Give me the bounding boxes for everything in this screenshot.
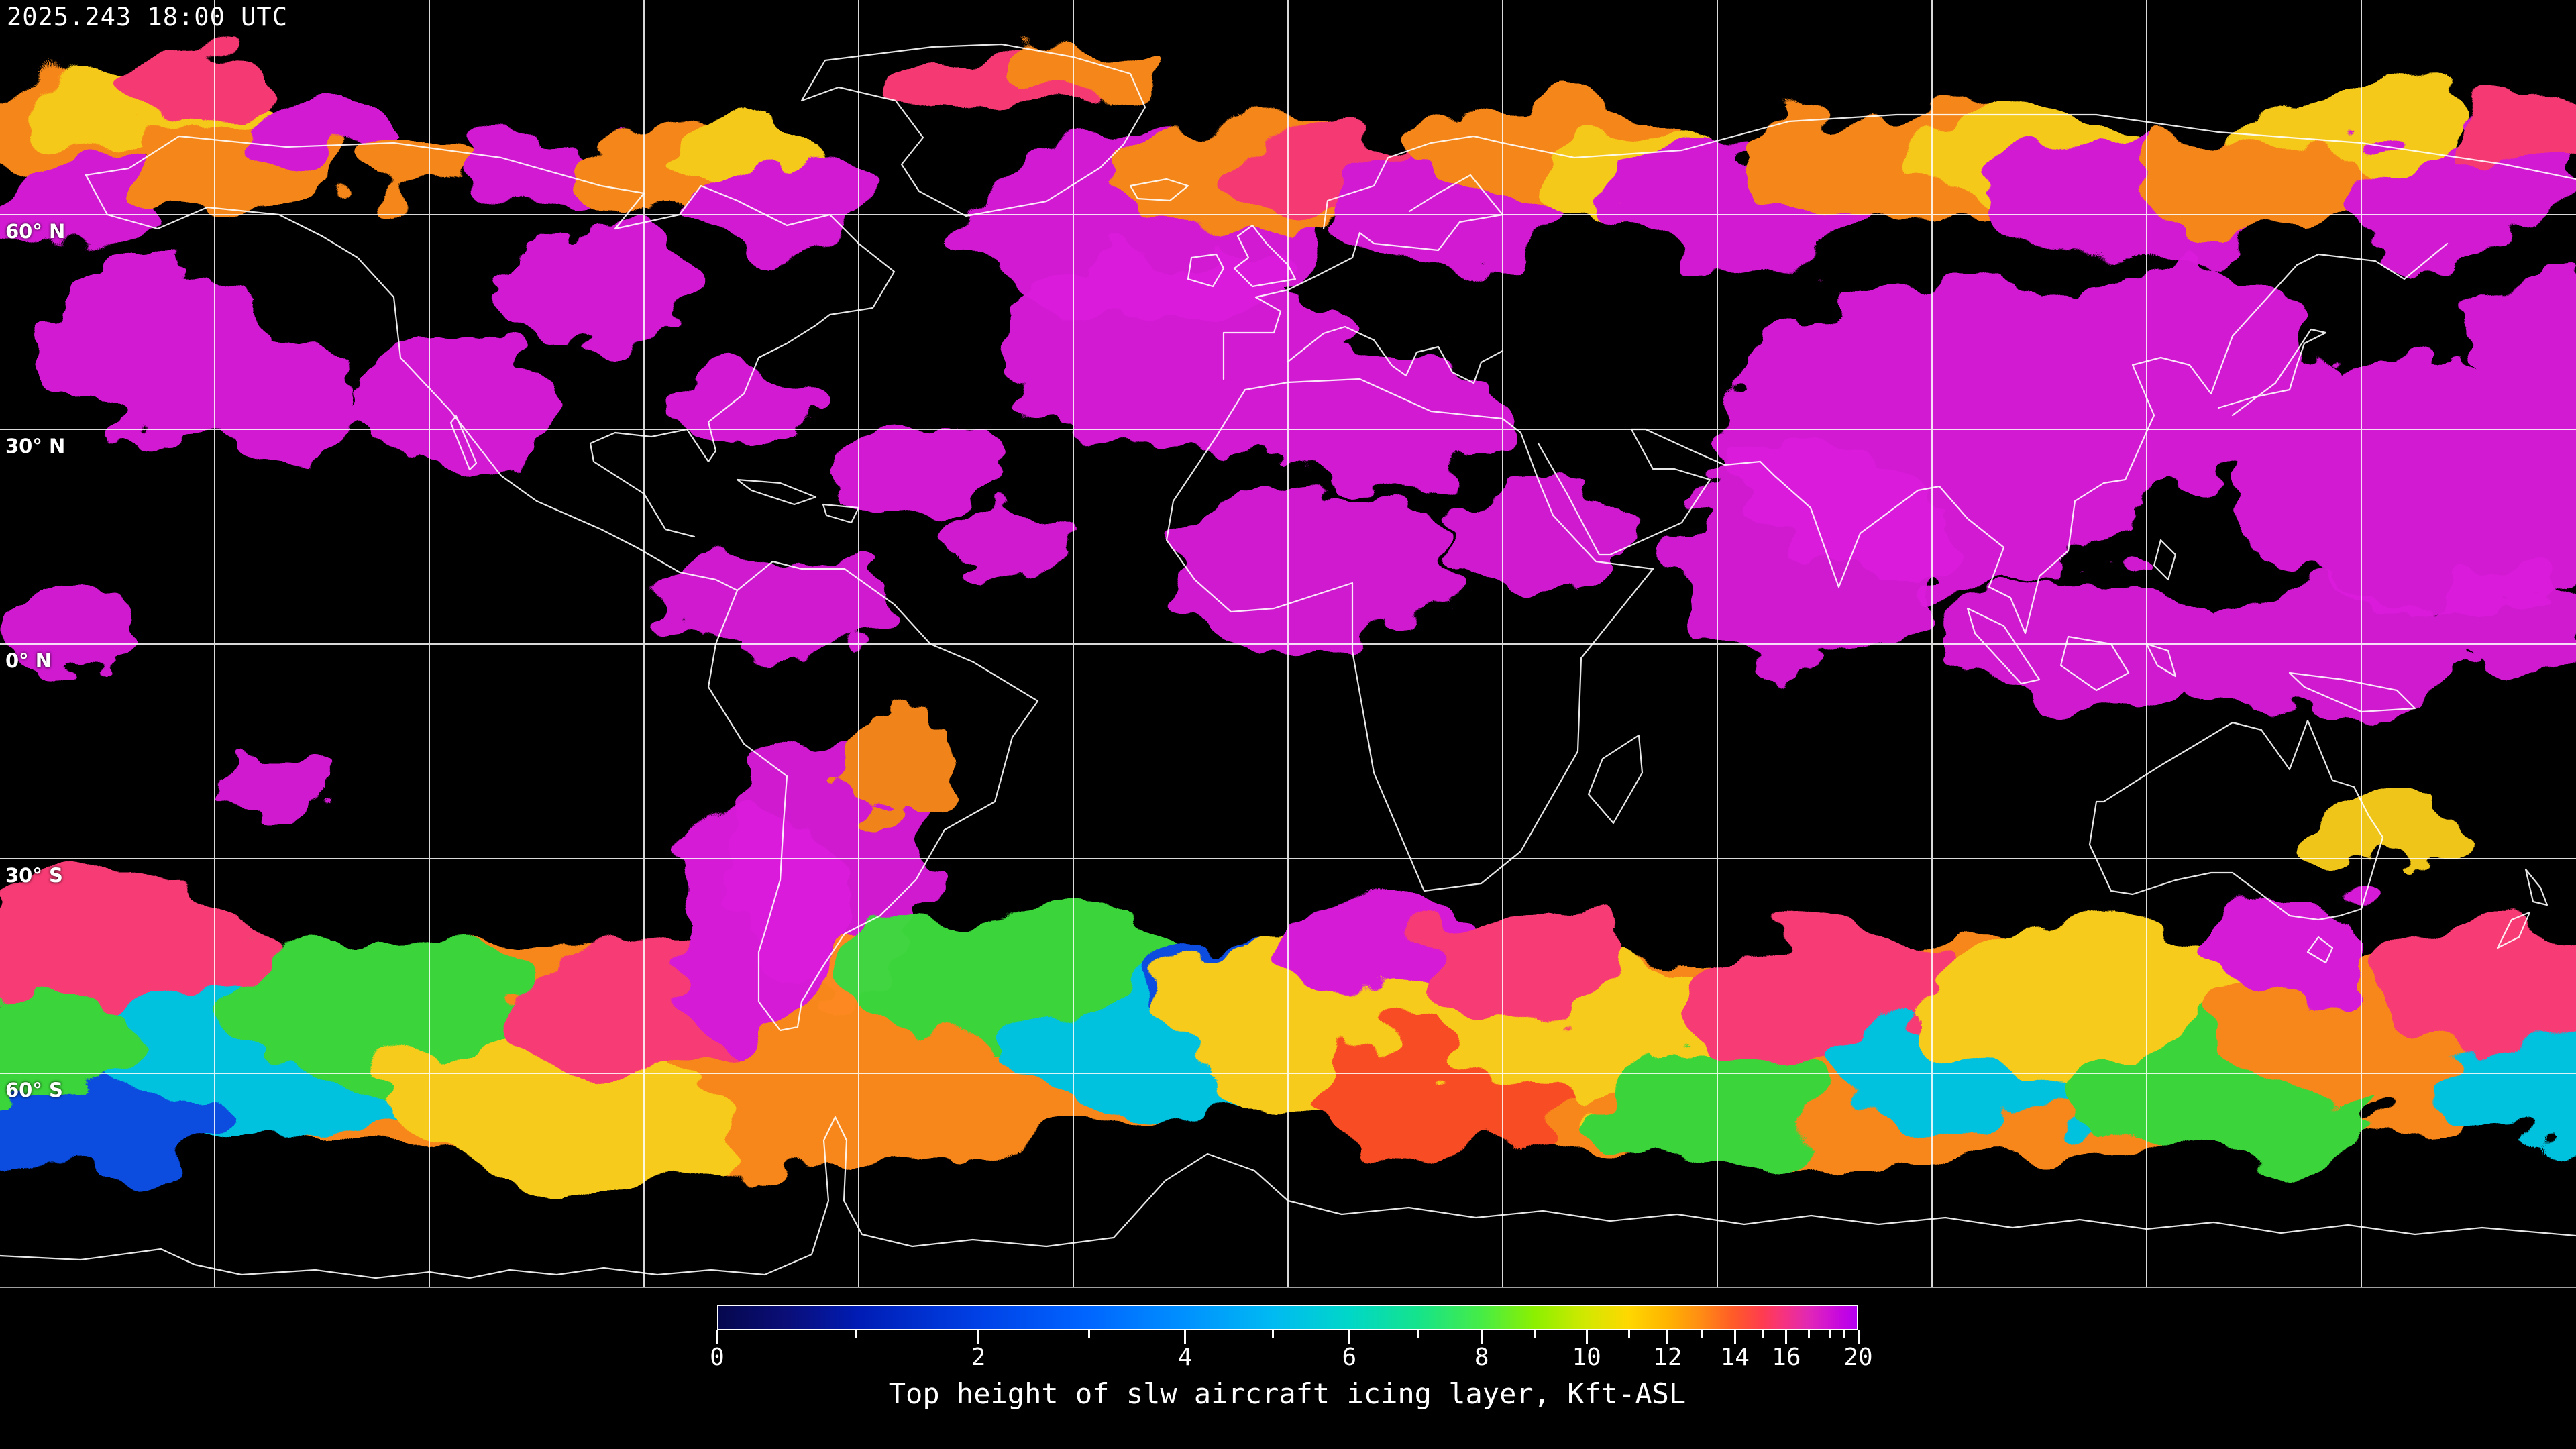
colorbar-tick-label: 2 [971,1344,986,1371]
colorbar-tick [1828,1330,1831,1338]
colorbar-tick-label: 0 [710,1344,724,1371]
colorbar-tick [855,1330,858,1338]
latitude-label-30s: 30° S [5,864,63,887]
colorbar-tick [1627,1330,1630,1338]
colorbar-tick [977,1330,980,1344]
graticule [0,0,2576,1287]
colorbar-tick [1585,1330,1588,1344]
colorbar-tick [1481,1330,1483,1344]
colorbar-tick [1183,1330,1186,1344]
colorbar-tick [1088,1330,1091,1338]
colorbar-tick [1733,1330,1736,1344]
colorbar-tick [1348,1330,1350,1344]
map-bottom-border [0,1287,2576,1288]
colorbar-tick [1843,1330,1846,1338]
colorbar-tick [1785,1330,1788,1344]
colorbar-tick [1762,1330,1765,1338]
colorbar-tick [716,1330,718,1344]
colorbar-ticks [716,1330,1860,1344]
colorbar-tick-label: 14 [1720,1344,1750,1371]
latitude-label-0n: 0° N [5,649,52,672]
timestamp: 2025.243 18:00 UTC [7,3,288,32]
colorbar-tick-label: 8 [1474,1344,1489,1371]
colorbar-tick [1701,1330,1703,1338]
latitude-label-60n: 60° N [5,220,66,243]
colorbar-tick-labels: 0 2 4 6 8 10 12 14 16 20 [710,1344,1873,1375]
map-canvas [0,0,2576,1288]
latitude-label-60s: 60° S [5,1079,63,1102]
colorbar-tick-label: 16 [1772,1344,1801,1371]
colorbar-tick [1808,1330,1811,1338]
icing-field [0,40,2576,1181]
colorbar: 0 2 4 6 8 10 12 14 16 20 Top height of slw aircra… [710,1305,1873,1410]
colorbar-tick-label: 12 [1653,1344,1682,1371]
colorbar-tick [1534,1330,1537,1338]
colorbar-gradient [717,1305,1858,1330]
colorbar-tick-label: 10 [1572,1344,1601,1371]
colorbar-tick-label: 4 [1177,1344,1193,1371]
colorbar-tick [1666,1330,1669,1344]
latitude-label-30n: 30° N [5,435,66,458]
colorbar-tick [1857,1330,1860,1344]
colorbar-tick-label: 20 [1843,1344,1873,1371]
colorbar-tick [1271,1330,1274,1338]
colorbar-tick [1416,1330,1419,1338]
coastlines [0,43,2576,1279]
colorbar-tick-label: 6 [1342,1344,1357,1371]
colorbar-title: Top height of slw aircraft icing layer, … [888,1377,1686,1410]
world-map: 2025.243 18:00 UTC 60° N 30° N 0° N 30° … [0,0,2576,1288]
